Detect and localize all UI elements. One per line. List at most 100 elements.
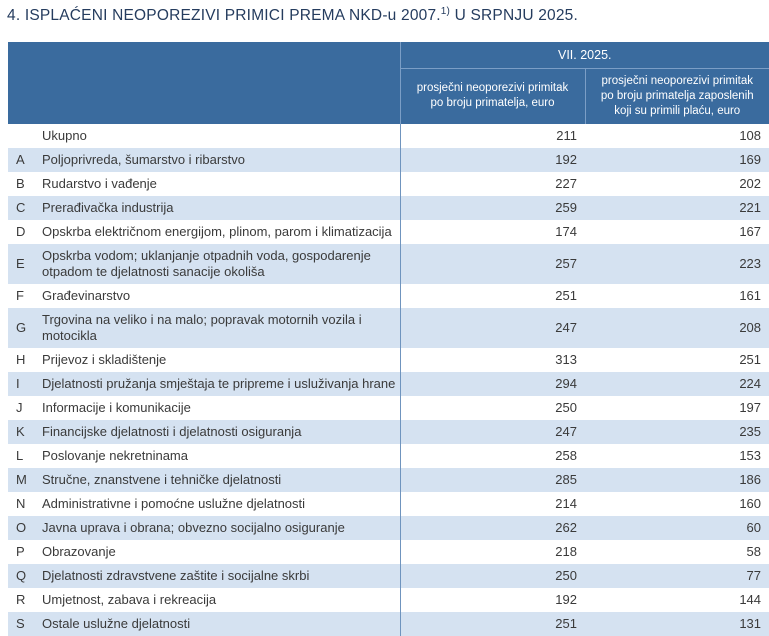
row-code: H (16, 352, 26, 367)
row-code: D (16, 224, 26, 239)
row-value-per-recipient: 247 (399, 308, 585, 348)
row-value-per-paid-employee: 160 (739, 496, 762, 511)
row-activity-name: Financijske djelatnosti i djelatnosti os… (42, 424, 302, 439)
row-activity-name: Prijevoz i skladištenje (42, 352, 167, 367)
row-code: R (16, 592, 26, 607)
table-header: VII. 2025. prosječni neoporezivi primita… (8, 42, 769, 124)
row-value-per-recipient: 218 (399, 540, 585, 564)
row-code: A (16, 152, 25, 167)
row-value-per-recipient: 247 (399, 420, 585, 444)
row-value-per-recipient: 250 (399, 396, 585, 420)
table-row: L Poslovanje nekretninama 258 153 (8, 444, 769, 468)
row-activity-name: Trgovina na veliko i na malo; popravak m… (42, 312, 362, 343)
row-value-per-recipient: 259 (399, 196, 585, 220)
table-row: H Prijevoz i skladištenje 313 251 (8, 348, 769, 372)
table-row: D Opskrba električnom energijom, plinom, … (8, 220, 769, 244)
row-value-per-paid-employee: 186 (739, 472, 762, 487)
page-title-suffix: U SRPNJU 2025. (450, 7, 579, 25)
row-code: J (16, 400, 23, 415)
page-title-footnote-marker: 1) (440, 6, 451, 17)
row-code: C (16, 200, 26, 215)
row-code: P (16, 544, 25, 559)
row-activity-name: Djelatnosti pružanja smještaja te pripre… (42, 376, 396, 391)
row-value-per-recipient: 258 (399, 444, 585, 468)
header-col2-cell: prosječni neoporezivi primitak po broju … (585, 68, 769, 124)
row-code: N (16, 496, 26, 511)
row-code: K (16, 424, 25, 439)
row-value-per-paid-employee: 153 (739, 448, 762, 463)
row-value-per-paid-employee: 60 (746, 520, 762, 535)
row-value-per-recipient: 227 (399, 172, 585, 196)
row-value-per-paid-employee: 161 (739, 288, 762, 303)
row-code: S (16, 616, 25, 631)
header-corner-cell (8, 42, 401, 124)
table-row: R Umjetnost, zabava i rekreacija 192 144 (8, 588, 769, 612)
row-value-per-paid-employee: 221 (739, 200, 762, 215)
row-value-per-recipient: 251 (399, 612, 585, 636)
row-activity-name: Djelatnosti zdravstvene zaštite i socija… (42, 568, 310, 583)
row-activity-name: Umjetnost, zabava i rekreacija (42, 592, 217, 607)
table-body: Ukupno 211 108 A Poljoprivreda, šumarstvo i … (8, 124, 769, 636)
row-value-per-paid-employee: 235 (739, 424, 762, 439)
row-code: E (16, 256, 25, 271)
row-value-per-recipient: 192 (399, 148, 585, 172)
row-value-per-recipient: 211 (399, 124, 585, 148)
row-activity-name: Opskrba električnom energijom, plinom, p… (42, 224, 392, 239)
row-value-per-paid-employee: 144 (739, 592, 762, 607)
row-activity-name: Administrativne i pomoćne uslužne djelat… (42, 496, 306, 511)
row-code: L (16, 448, 24, 463)
table-row: B Rudarstvo i vađenje 227 202 (8, 172, 769, 196)
table-row: E Opskrba vodom; uklanjanje otpadnih voda… (8, 244, 769, 284)
table-row: A Poljoprivreda, šumarstvo i ribarstvo 192… (8, 148, 769, 172)
row-activity-name: Obrazovanje (42, 544, 116, 559)
table-row: F Građevinarstvo 251 161 (8, 284, 769, 308)
table-row: N Administrativne i pomoćne uslužne djela… (8, 492, 769, 516)
page-title-main: 4. ISPLAĆENI NEOPOREZIVI PRIMICI PREMA N… (7, 7, 441, 25)
row-value-per-recipient: 257 (399, 244, 585, 284)
table-row: G Trgovina na veliko i na malo; popravak … (8, 308, 769, 348)
row-value-per-paid-employee: 58 (746, 544, 762, 559)
table-row: Q Djelatnosti zdravstvene zaštite i socij… (8, 564, 769, 588)
header-period-cell: VII. 2025. (400, 42, 769, 69)
table-row: C Prerađivačka industrija 259 221 (8, 196, 769, 220)
row-value-per-recipient: 192 (399, 588, 585, 612)
row-value-per-recipient: 294 (399, 372, 585, 396)
row-activity-name: Javna uprava i obrana; obvezno socijalno… (42, 520, 345, 535)
row-code: O (16, 520, 27, 535)
row-activity-name: Informacije i komunikacije (42, 400, 191, 415)
row-activity-name: Građevinarstvo (42, 288, 131, 303)
statistics-table: VII. 2025. prosječni neoporezivi primita… (8, 42, 769, 636)
page-title: 4. ISPLAĆENI NEOPOREZIVI PRIMICI PREMA N… (7, 6, 578, 25)
table-row: Ukupno 211 108 (8, 124, 769, 148)
row-activity-name: Stručne, znanstvene i tehničke djelatnos… (42, 472, 282, 487)
row-code: I (16, 376, 20, 391)
row-value-per-paid-employee: 131 (739, 616, 762, 631)
row-value-per-paid-employee: 208 (739, 320, 762, 335)
row-value-per-recipient: 214 (399, 492, 585, 516)
row-activity-name: Prerađivačka industrija (42, 200, 174, 215)
row-value-per-recipient: 313 (399, 348, 585, 372)
row-activity-name: Ukupno (42, 128, 87, 143)
row-value-per-recipient: 250 (399, 564, 585, 588)
row-value-per-recipient: 251 (399, 284, 585, 308)
row-value-per-paid-employee: 167 (739, 224, 762, 239)
table-row: J Informacije i komunikacije 250 197 (8, 396, 769, 420)
row-code: Q (16, 568, 27, 583)
row-value-per-paid-employee: 197 (739, 400, 762, 415)
statistics-table-wrapper: VII. 2025. prosječni neoporezivi primita… (8, 42, 769, 636)
row-value-per-paid-employee: 77 (746, 568, 762, 583)
row-value-per-recipient: 174 (399, 220, 585, 244)
table-row: P Obrazovanje 218 58 (8, 540, 769, 564)
row-value-per-paid-employee: 202 (739, 176, 762, 191)
header-col1-cell: prosječni neoporezivi primitak po broju … (400, 68, 586, 124)
table-row: O Javna uprava i obrana; obvezno socijaln… (8, 516, 769, 540)
row-activity-name: Opskrba vodom; uklanjanje otpadnih voda,… (42, 248, 371, 279)
row-value-per-recipient: 285 (399, 468, 585, 492)
row-code (8, 124, 42, 148)
row-code: B (16, 176, 25, 191)
row-value-per-paid-employee: 224 (739, 376, 762, 391)
row-value-per-paid-employee: 169 (739, 152, 762, 167)
row-activity-name: Poljoprivreda, šumarstvo i ribarstvo (42, 152, 246, 167)
row-value-per-paid-employee: 223 (739, 256, 762, 271)
